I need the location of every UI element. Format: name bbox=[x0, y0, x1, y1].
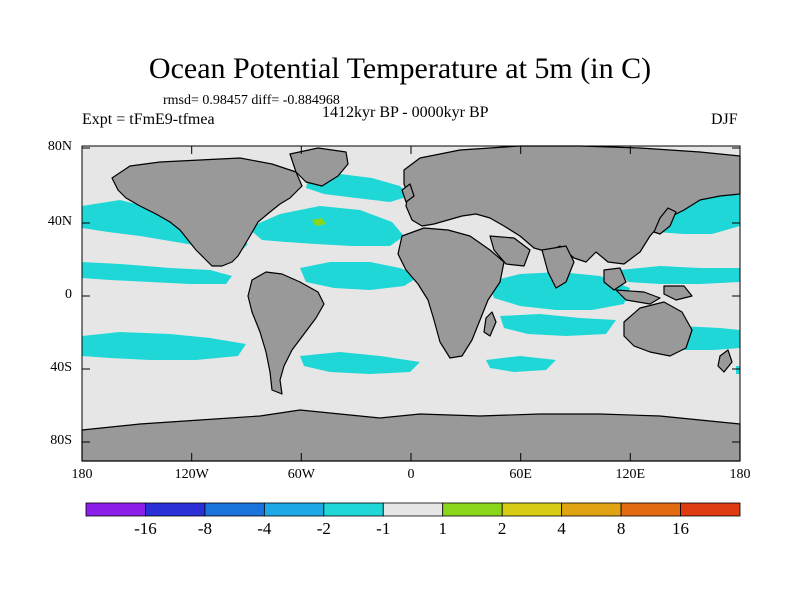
colorbar-box bbox=[561, 502, 622, 517]
colorbar-box bbox=[442, 502, 503, 517]
colorbar-label: -8 bbox=[197, 519, 212, 538]
colorbar-box bbox=[501, 502, 563, 517]
y-tick-label: 80S bbox=[50, 433, 72, 448]
x-tick-label: 120E bbox=[615, 467, 646, 482]
colorbar-box bbox=[85, 502, 146, 517]
colorbar-box bbox=[680, 502, 741, 517]
land-masses bbox=[81, 145, 741, 462]
x-tick-label: 180 bbox=[729, 467, 751, 482]
colorbar-label: -1 bbox=[376, 519, 391, 538]
y-tick-label: 0 bbox=[65, 287, 72, 302]
colorbar-box bbox=[382, 502, 444, 517]
colorbar-label: 16 bbox=[672, 519, 690, 538]
plot-frame bbox=[81, 145, 741, 462]
y-tick-label: 40N bbox=[47, 214, 72, 229]
colorbar-label: 8 bbox=[616, 519, 626, 538]
colorbar-label: -4 bbox=[257, 519, 272, 538]
x-tick-label: 120W bbox=[174, 467, 209, 482]
x-tick-label: 60W bbox=[287, 467, 315, 482]
colorbar-box bbox=[323, 502, 384, 517]
y-tick-label: 80N bbox=[47, 139, 72, 154]
colorbar-box bbox=[204, 502, 265, 517]
y-tick-label: 40S bbox=[50, 360, 72, 375]
colorbar-label: -2 bbox=[316, 519, 331, 538]
colorbar-box bbox=[145, 502, 206, 517]
period-label: 1412kyr BP - 0000kyr BP bbox=[322, 104, 489, 121]
x-tick-label: 0 bbox=[407, 467, 415, 482]
x-tick-label: 180 bbox=[71, 467, 93, 482]
stats-text: rmsd= 0.98457 diff= -0.884968 bbox=[163, 93, 340, 108]
warming-patch bbox=[312, 218, 326, 226]
colorbar-label: 1 bbox=[438, 519, 447, 538]
colorbar-box bbox=[620, 502, 681, 517]
experiment-label: Expt = tFmE9-tfmea bbox=[82, 111, 215, 128]
colorbar-label: 4 bbox=[557, 519, 566, 538]
map-title: Ocean Potential Temperature at 5m (in C) bbox=[148, 52, 652, 85]
season-label: DJF bbox=[711, 111, 738, 128]
colorbar-label: -16 bbox=[134, 519, 157, 538]
colorbar-label: 2 bbox=[497, 519, 507, 538]
colorbar-box bbox=[263, 502, 325, 517]
x-tick-label: 60E bbox=[509, 467, 532, 482]
